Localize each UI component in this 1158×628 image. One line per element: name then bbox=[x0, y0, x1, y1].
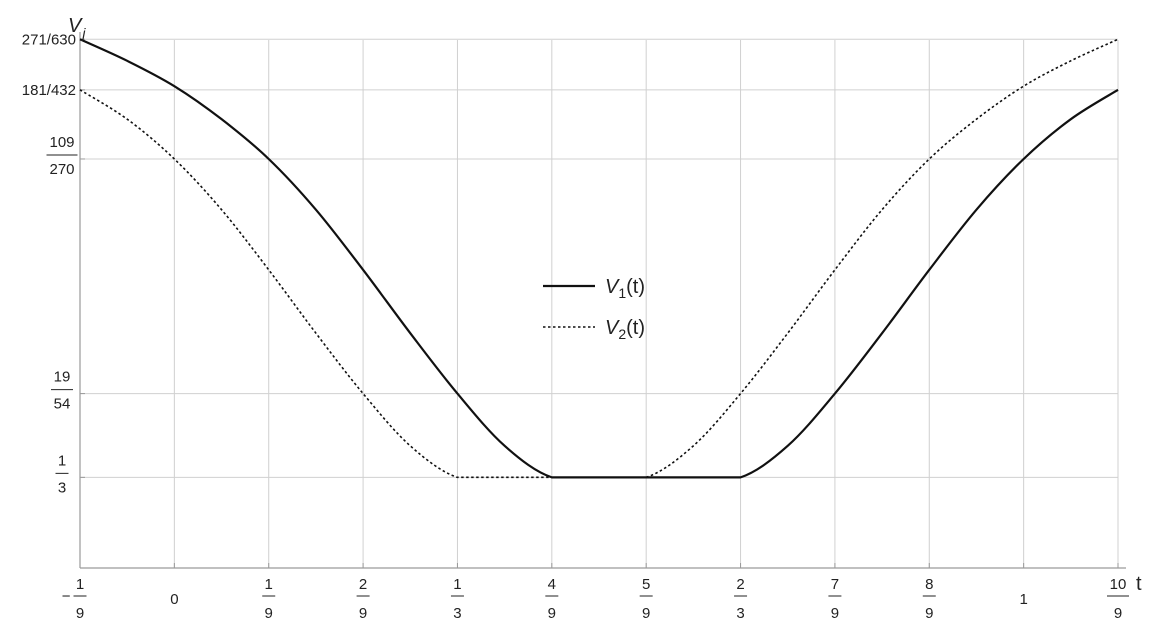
y-tick-numerator: 109 bbox=[49, 134, 74, 151]
x-tick-denominator: 9 bbox=[642, 605, 650, 622]
x-tick-denominator: 9 bbox=[831, 605, 839, 622]
x-axis-title: t bbox=[1136, 573, 1142, 595]
series-line-v1 bbox=[79, 38, 1119, 479]
x-tick-denominator: 9 bbox=[359, 605, 367, 622]
x-tick-label: 1 bbox=[1019, 591, 1027, 608]
x-tick-denominator: 9 bbox=[548, 605, 556, 622]
y-tick-label: 271/630 bbox=[22, 31, 76, 48]
y-tick-label: 181/432 bbox=[22, 82, 76, 99]
x-tick-numerator: 1 bbox=[76, 576, 84, 593]
x-tick-numerator: 1 bbox=[453, 576, 461, 593]
y-tick-denominator: 54 bbox=[54, 396, 71, 413]
x-tick-numerator: 10 bbox=[1110, 576, 1127, 593]
x-tick-numerator: 8 bbox=[925, 576, 933, 593]
x-tick-denominator: 3 bbox=[453, 605, 461, 622]
x-tick-denominator: 3 bbox=[736, 605, 744, 622]
y-tick-numerator: 19 bbox=[54, 369, 71, 386]
y-tick-denominator: 270 bbox=[49, 161, 74, 178]
tick-labels: 19− 019291349592379891109131954109270181/… bbox=[22, 31, 1129, 622]
series-line-v2 bbox=[79, 38, 1119, 479]
grid-lines bbox=[80, 38, 1119, 568]
x-tick-numerator: 1 bbox=[265, 576, 273, 593]
x-tick-denominator: 9 bbox=[1114, 605, 1122, 622]
x-tick-denominator: 9 bbox=[76, 605, 84, 622]
axes bbox=[79, 32, 1126, 569]
legend-label: V2(t) bbox=[605, 317, 645, 342]
x-tick-numerator: 2 bbox=[736, 576, 744, 593]
y-tick-numerator: 1 bbox=[58, 452, 66, 469]
legend: V1(t) V2(t) bbox=[543, 276, 645, 342]
x-tick-numerator: 2 bbox=[359, 576, 367, 593]
x-tick-numerator: 5 bbox=[642, 576, 650, 593]
x-tick-sign: − bbox=[62, 588, 71, 605]
axis-titles: Vj t bbox=[68, 15, 1142, 595]
y-axis-title: Vj bbox=[68, 15, 86, 41]
x-tick-denominator: 9 bbox=[925, 605, 933, 622]
series-lines bbox=[79, 38, 1119, 479]
x-tick-numerator: 4 bbox=[548, 576, 556, 593]
y-tick-denominator: 3 bbox=[58, 479, 66, 496]
x-tick-numerator: 7 bbox=[831, 576, 839, 593]
x-tick-denominator: 9 bbox=[265, 605, 273, 622]
legend-label: V1(t) bbox=[605, 276, 645, 301]
x-tick-label: 0 bbox=[170, 591, 178, 608]
